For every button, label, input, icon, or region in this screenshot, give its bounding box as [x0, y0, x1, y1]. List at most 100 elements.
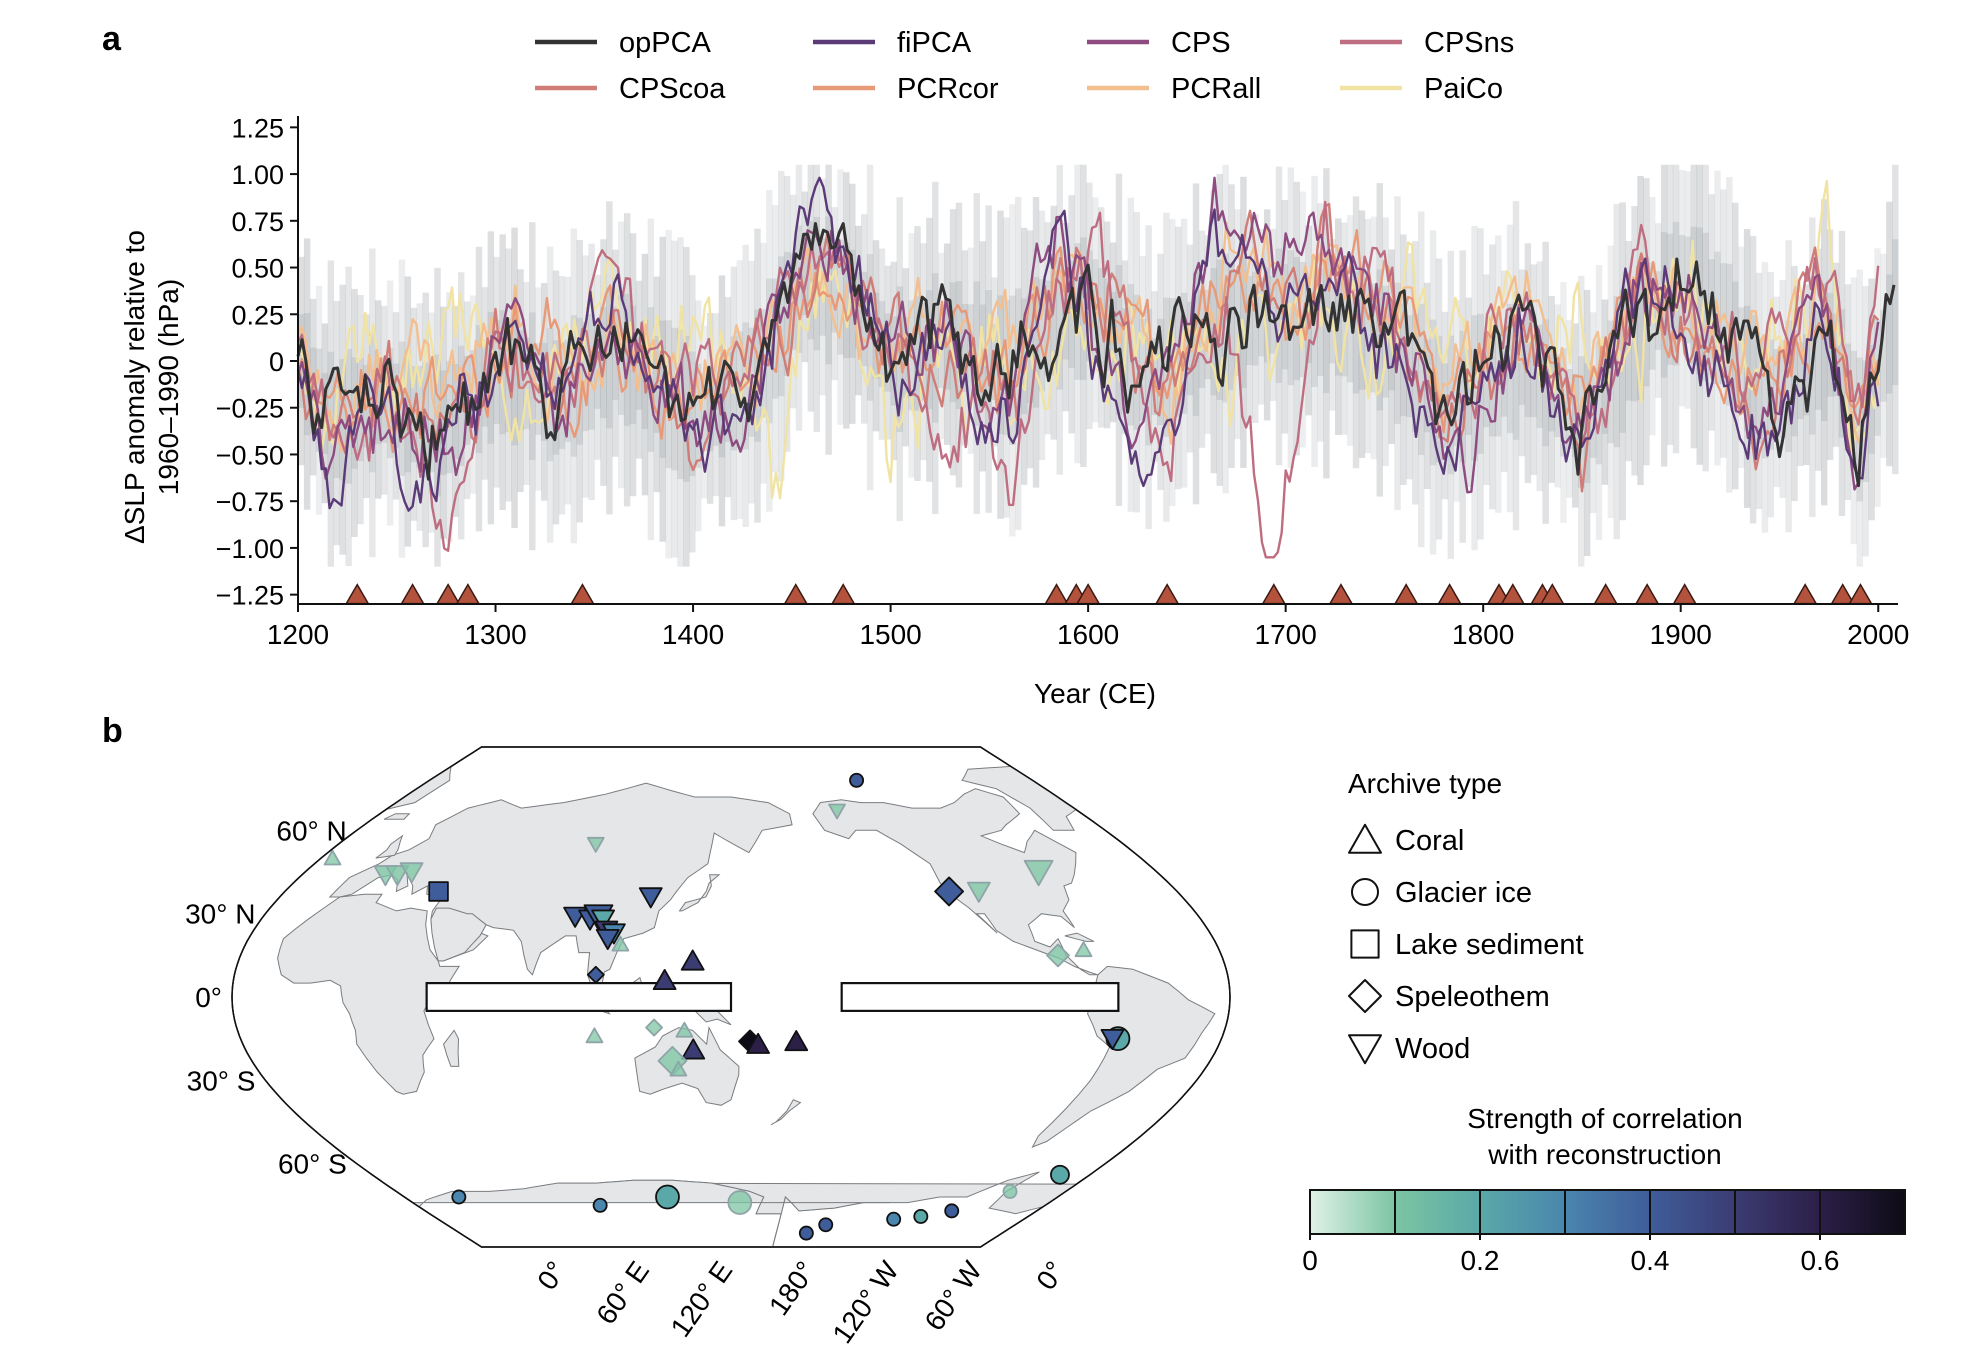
envelope-slab: [1489, 244, 1496, 510]
eruption-marker: [1593, 583, 1618, 605]
x-tick-label: 1600: [1057, 619, 1119, 650]
envelope-core: [772, 278, 779, 399]
envelope-core: [1222, 253, 1229, 403]
envelope-slab: [1400, 234, 1407, 485]
envelope-core: [1358, 278, 1366, 390]
archive-legend-title: Archive type: [1348, 768, 1502, 799]
y-tick-label: 0: [269, 347, 284, 377]
envelope-core: [1234, 272, 1241, 376]
envelope-slab: [333, 300, 340, 546]
envelope-core: [1465, 349, 1472, 435]
envelope-slab: [1364, 218, 1372, 454]
colorbar-tick-label: 0.4: [1631, 1245, 1670, 1276]
envelope-core: [1518, 320, 1526, 405]
longitude-label: 0°: [531, 1256, 572, 1296]
eruption-marker: [1437, 583, 1462, 605]
envelope-core: [724, 352, 732, 443]
site-wood: [591, 909, 616, 931]
eruption-marker: [435, 583, 461, 605]
envelope-slab: [635, 280, 643, 459]
latitude-label: 60° N: [276, 815, 346, 846]
landmass-newzealand: [770, 1099, 802, 1126]
site-lake: [428, 881, 449, 902]
legend-label: CPSns: [1424, 27, 1514, 59]
site-coral: [784, 1030, 809, 1052]
envelope-core: [1103, 278, 1111, 372]
envelope-slab: [1702, 164, 1709, 472]
envelope-slab: [1708, 194, 1715, 431]
envelope-slab: [1352, 196, 1360, 469]
envelope-core: [1340, 280, 1348, 377]
envelope-slab: [1145, 225, 1152, 530]
colorbar-gradient: [1309, 1189, 1906, 1235]
envelope-slab: [1263, 209, 1271, 421]
site-wood: [586, 836, 605, 853]
envelope-core: [973, 281, 980, 426]
line-chart: 1200 1300 1400 1500 1600 1700 1800 1900 2000 1.25…: [119, 27, 1909, 709]
envelope-slab: [1103, 221, 1111, 429]
landmass-africa: [277, 893, 461, 1095]
envelope-slab: [535, 287, 542, 491]
site-wood: [966, 881, 991, 903]
envelope-slab: [1820, 199, 1828, 506]
y-tick-label: 0.25: [231, 300, 284, 330]
colorbar-title-line1: Strength of correlation: [1467, 1103, 1743, 1134]
site-wood: [1023, 859, 1054, 887]
panel-b-label: b: [102, 712, 123, 750]
envelope-slab: [1696, 164, 1703, 465]
legend-label: opPCA: [619, 27, 712, 59]
region-box-1: [425, 982, 733, 1012]
colorbar-tick-label: 0.6: [1801, 1245, 1840, 1276]
envelope-core: [695, 363, 702, 468]
envelope-slab: [1092, 197, 1099, 423]
envelope-slab: [1755, 272, 1763, 509]
legend-symbol-coral: [1348, 823, 1382, 854]
envelope-slab: [1465, 297, 1472, 488]
site-wood: [595, 928, 620, 951]
x-axis-label: Year (CE): [1034, 678, 1156, 709]
envelope-core: [1720, 263, 1727, 384]
envelope-slab: [872, 240, 880, 432]
envelope-core: [1880, 309, 1887, 402]
envelope-core: [1068, 260, 1075, 368]
landmass-japan: [678, 874, 721, 912]
envelope-slab: [1418, 211, 1425, 548]
envelope-slab: [1815, 248, 1822, 471]
x-tick-label: 1500: [859, 619, 921, 650]
site-glacier: [886, 1211, 902, 1227]
site-glacier: [655, 1184, 680, 1210]
envelope-core: [1785, 320, 1792, 452]
envelope-slab: [801, 191, 809, 363]
envelope-slab: [1234, 209, 1241, 440]
legend-label: PCRall: [1171, 73, 1261, 105]
latitude-label: 30° N: [185, 899, 255, 930]
site-coral: [675, 1021, 694, 1038]
envelope-core: [1175, 298, 1182, 417]
envelope-slab: [695, 300, 702, 532]
site-coral: [323, 849, 342, 866]
colorbar-title-line2: with reconstruction: [1487, 1139, 1721, 1170]
eruption-marker: [570, 583, 595, 605]
legend-label: fiPCA: [897, 27, 972, 59]
envelope-core: [1708, 259, 1715, 366]
envelope-slab: [843, 172, 850, 429]
envelope-core: [535, 343, 542, 435]
envelope-core: [1050, 270, 1058, 376]
envelope-slab: [1044, 222, 1052, 435]
legend-symbol-lake: [1350, 929, 1380, 959]
envelope-slab: [772, 205, 779, 473]
site-glacier: [451, 1189, 467, 1205]
y-tick-label: −0.25: [216, 394, 284, 424]
envelope-slab: [973, 193, 980, 514]
envelope-core: [1815, 309, 1822, 410]
envelope-slab: [914, 226, 921, 481]
envelope-slab: [1050, 205, 1058, 440]
envelope-slab: [689, 275, 696, 553]
envelope-slab: [961, 250, 969, 446]
longitude-label: 60° W: [919, 1255, 989, 1336]
eruption-marker: [344, 583, 370, 605]
envelope-core: [517, 330, 524, 431]
envelope-slab: [1862, 285, 1869, 557]
envelope-core: [558, 341, 566, 449]
legend-label: CPS: [1171, 27, 1231, 59]
